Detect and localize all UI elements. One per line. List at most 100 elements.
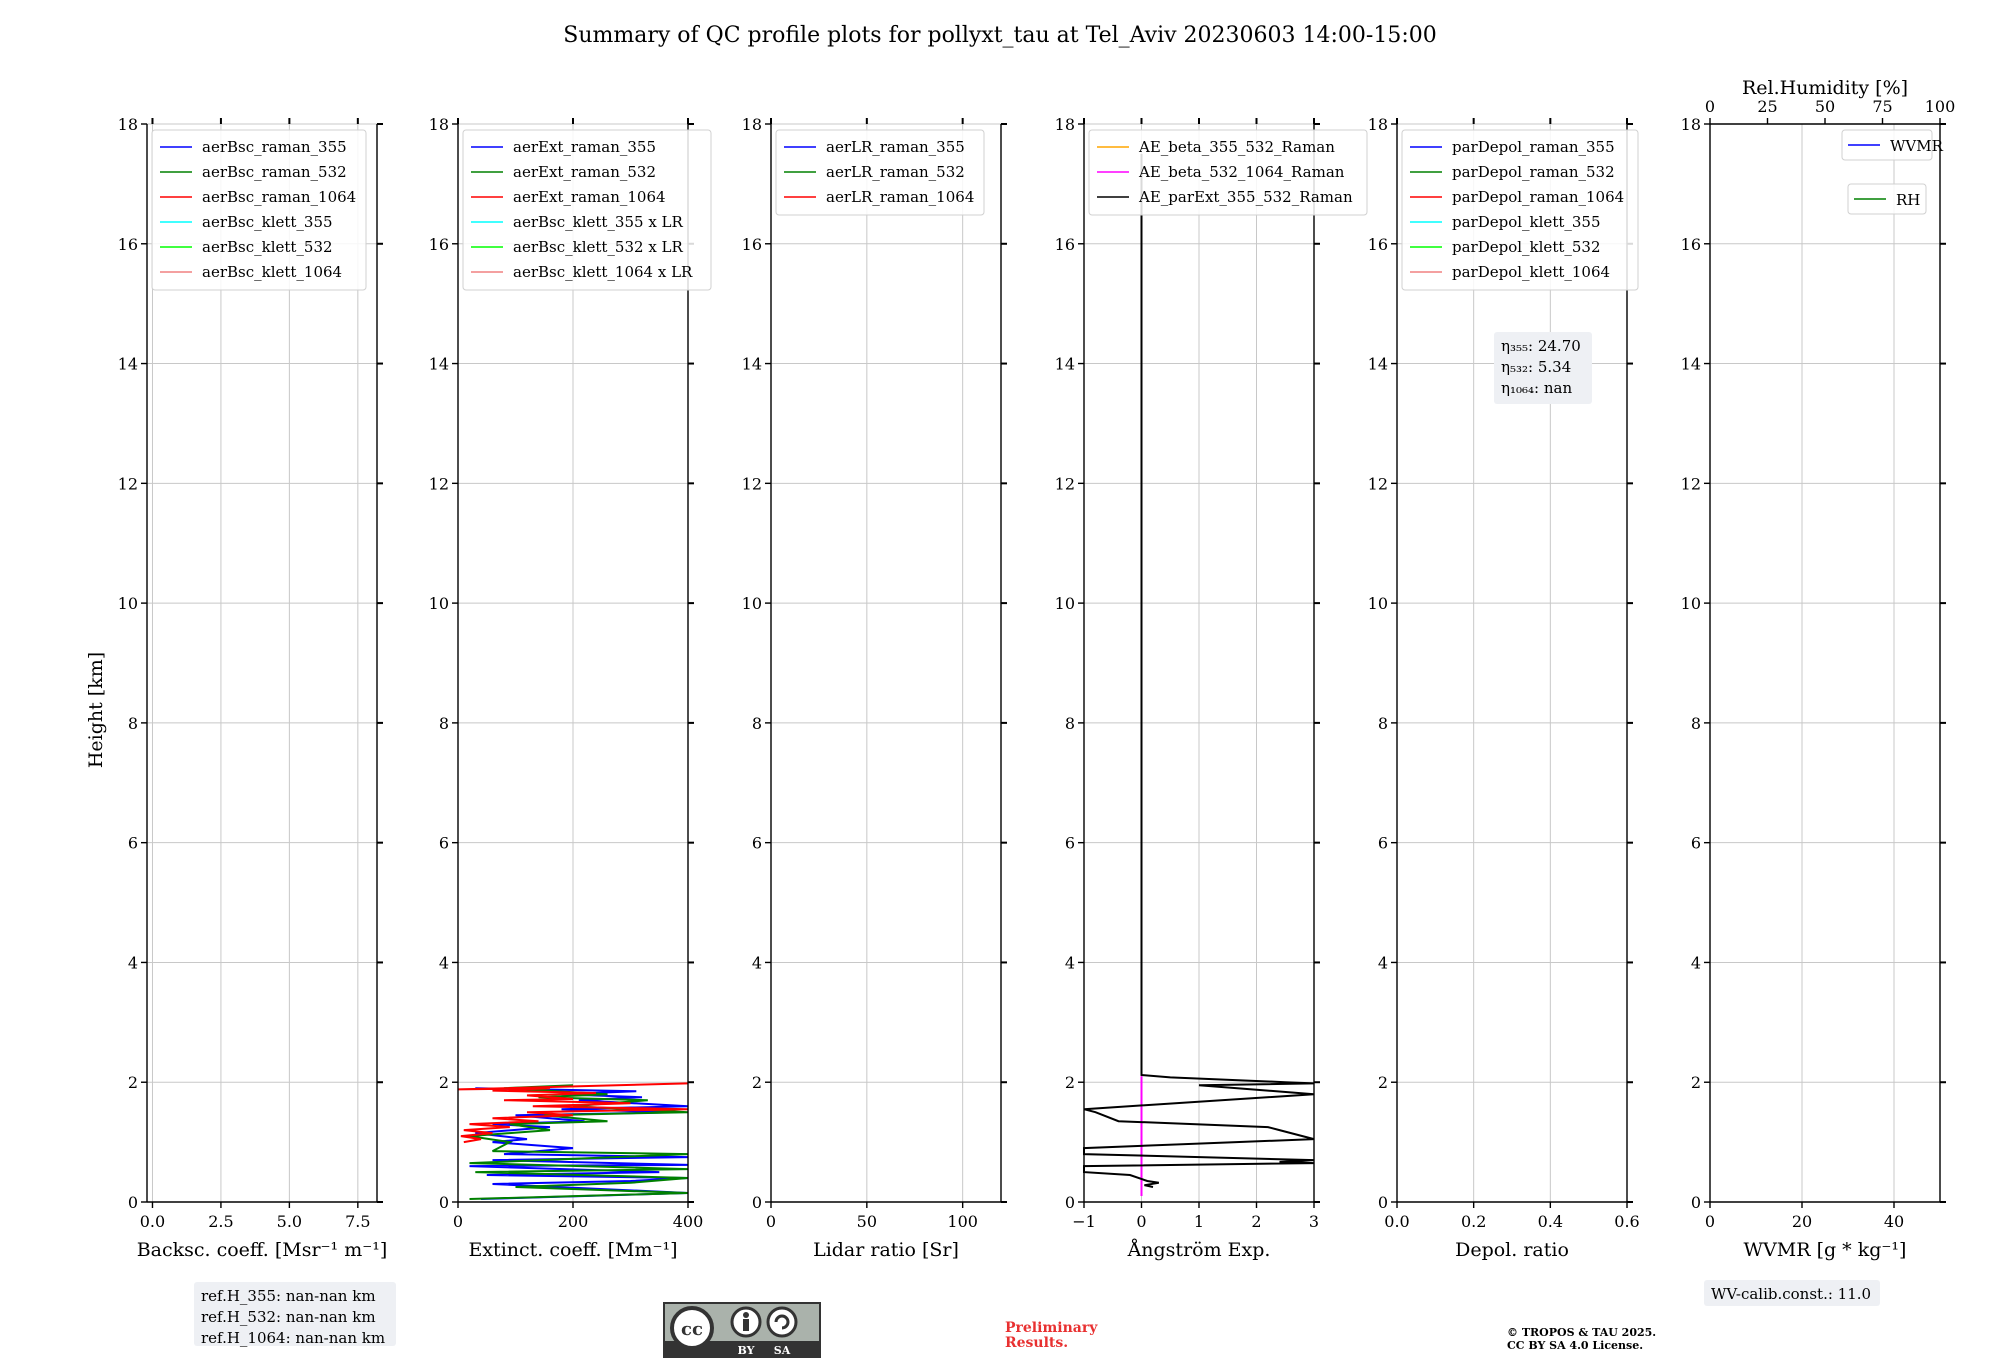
legend-label: aerBsc_klett_532: [202, 238, 333, 256]
y-tick-label: 18: [429, 115, 449, 134]
y-tick-label: 12: [118, 474, 138, 493]
y-tick-label: 14: [1681, 355, 1701, 374]
legend-label: aerExt_raman_1064: [513, 188, 666, 206]
y-tick-label: 16: [1681, 235, 1701, 254]
preliminary-line-1: Preliminary: [1005, 1320, 1098, 1336]
legend-label: AE_beta_355_532_Raman: [1138, 138, 1335, 156]
y-tick-label: 12: [1055, 474, 1075, 493]
y-tick-label: 18: [1681, 115, 1701, 134]
y-tick-label: 10: [742, 594, 762, 613]
y-tick-label: 0: [128, 1193, 138, 1212]
y-tick-label: 16: [1368, 235, 1388, 254]
legend-box: [462, 129, 712, 291]
y-tick-label: 12: [742, 474, 762, 493]
legend-label: aerBsc_klett_355: [202, 213, 333, 231]
y-tick-label: 0: [439, 1193, 449, 1212]
panel-5: 0 2 4 6 8 10 12 14 16 18 0.0 0.2 0.4 0.6 Depol. ratio p…: [1368, 115, 1640, 1261]
x2-axis-label: Rel.Humidity [%]: [1742, 77, 1908, 99]
by-label: BY: [738, 1344, 755, 1357]
annotation-text: ref.H_1064: nan-nan km: [201, 1329, 385, 1347]
y-tick-label: 16: [429, 235, 449, 254]
x-tick-label: 0.4: [1538, 1212, 1563, 1231]
annotation-text: ref.H_355: nan-nan km: [201, 1287, 376, 1305]
legend-box: [775, 129, 985, 216]
legend-box: [1088, 129, 1368, 216]
x2-tick-label: 25: [1757, 97, 1777, 116]
y-tick-label: 16: [118, 235, 138, 254]
y-tick-label: 14: [1368, 355, 1388, 374]
annotation-text: WV-calib.const.: 11.0: [1711, 1285, 1871, 1303]
preliminary-line-2: Results.: [1005, 1335, 1068, 1351]
y-tick-label: 16: [1055, 235, 1075, 254]
cc-text: cc: [681, 1319, 703, 1340]
x-tick-label: 0: [1136, 1212, 1146, 1231]
y-tick-label: 2: [1378, 1073, 1388, 1092]
cc-license-badge: cc BY SA: [663, 1302, 821, 1358]
panel-1: 0 2 4 6 8 10 12 14 16 18 0.0 2.5 5.0 7.5 Backsc. coeff…: [118, 115, 396, 1347]
x-tick-label: 0.6: [1614, 1212, 1639, 1231]
x-tick-label: 2.5: [208, 1212, 233, 1231]
legend-label: aerBsc_raman_1064: [202, 188, 356, 206]
legend-label: aerBsc_klett_532 x LR: [513, 238, 684, 256]
y-tick-label: 16: [742, 235, 762, 254]
y-tick-label: 14: [742, 355, 762, 374]
x-tick-label: 40: [1884, 1212, 1904, 1231]
y-tick-label: 2: [128, 1073, 138, 1092]
legend-label: parDepol_klett_1064: [1452, 263, 1610, 281]
y-tick-label: 2: [752, 1073, 762, 1092]
annotation-text: ref.H_532: nan-nan km: [201, 1308, 376, 1326]
y-tick-label: 8: [1065, 714, 1075, 733]
legend-label: parDepol_raman_355: [1452, 138, 1615, 156]
legend-label: AE_beta_532_1064_Raman: [1138, 163, 1345, 181]
x-axis-label: Depol. ratio: [1455, 1239, 1569, 1261]
y-tick-label: 0: [752, 1193, 762, 1212]
y-tick-label: 2: [439, 1073, 449, 1092]
y-tick-label: 4: [439, 953, 449, 972]
y-tick-label: 4: [1691, 953, 1701, 972]
legend-label: aerLR_raman_1064: [826, 188, 974, 206]
x-tick-label: 0: [1705, 1212, 1715, 1231]
y-tick-label: 18: [742, 115, 762, 134]
legend-box: [1401, 129, 1639, 291]
legend-label: RH: [1896, 191, 1920, 209]
y-tick-label: 10: [118, 594, 138, 613]
x2-tick-label: 0: [1705, 97, 1715, 116]
legend-label: parDepol_raman_1064: [1452, 188, 1624, 206]
legend-label: AE_parExt_355_532_Raman: [1138, 188, 1353, 206]
y-tick-label: 4: [1065, 953, 1075, 972]
y-tick-label: 6: [752, 834, 762, 853]
sa-share-icon: [766, 1306, 798, 1338]
legend-label: aerExt_raman_532: [513, 163, 656, 181]
y-tick-label: 6: [1065, 834, 1075, 853]
figure-title: Summary of QC profile plots for pollyxt_…: [563, 23, 1436, 48]
y-tick-label: 0: [1378, 1193, 1388, 1212]
panel-3: 0 2 4 6 8 10 12 14 16 18 0 50 100 Lidar ratio [Sr] aer…: [742, 115, 1007, 1261]
legend-box: [1841, 129, 1933, 161]
x-tick-label: 50: [857, 1212, 877, 1231]
y-tick-label: 2: [1065, 1073, 1075, 1092]
x-tick-label: 3: [1309, 1212, 1319, 1231]
x-tick-label: 0.0: [140, 1212, 165, 1231]
y-tick-label: 14: [118, 355, 138, 374]
y-tick-label: 0: [1691, 1193, 1701, 1212]
annotation-text: η₃₅₅: 24.70: [1501, 337, 1581, 355]
x-axis-label: Ångström Exp.: [1127, 1239, 1271, 1261]
y-tick-label: 8: [1378, 714, 1388, 733]
y-tick-label: 8: [752, 714, 762, 733]
y-tick-label: 8: [439, 714, 449, 733]
cc-icon: [670, 1306, 714, 1350]
x-axis-label: WVMR [g * kg⁻¹]: [1744, 1239, 1907, 1261]
legend-label: aerExt_raman_355: [513, 138, 656, 156]
y-tick-label: 2: [1691, 1073, 1701, 1092]
y-tick-label: 10: [1368, 594, 1388, 613]
legend-label: parDepol_klett_355: [1452, 213, 1601, 231]
y-tick-label: 18: [118, 115, 138, 134]
x-tick-label: 2: [1251, 1212, 1261, 1231]
x-axis-label: Lidar ratio [Sr]: [813, 1239, 959, 1261]
copyright-line-2: CC BY SA 4.0 License.: [1507, 1339, 1643, 1352]
x-axis-label: Extinct. coeff. [Mm⁻¹]: [468, 1239, 677, 1261]
y-tick-label: 0: [1065, 1193, 1075, 1212]
x-tick-label: 5.0: [277, 1212, 302, 1231]
